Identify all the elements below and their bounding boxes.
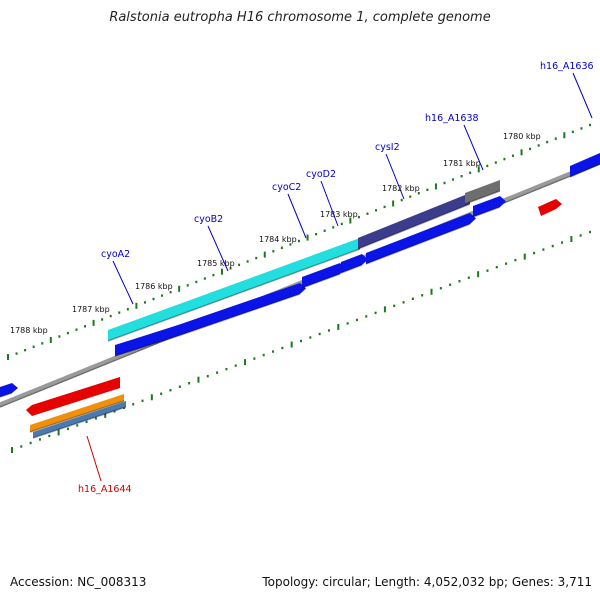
- cds-forward-2-shade: [177, 293, 301, 337]
- scale-label: 1782 kbp: [382, 184, 420, 193]
- label-leader: [287, 193, 307, 239]
- cds-forward-1-shade: [114, 335, 179, 357]
- cds-forward-7-shade: [569, 163, 600, 178]
- cds-forward-1: [115, 325, 184, 356]
- gene-label: cyoB2: [194, 214, 223, 225]
- scale-label: 1786 kbp: [135, 282, 173, 291]
- label-leader: [86, 435, 102, 482]
- band-steel: [33, 401, 126, 438]
- cds-forward-5: [366, 213, 476, 264]
- label-leader: [572, 72, 593, 119]
- scale-label: 1784 kbp: [259, 235, 297, 244]
- cds-forward-3: [302, 263, 346, 288]
- cds-forward-7: [570, 153, 600, 177]
- cds-forward-2: [178, 283, 306, 336]
- cds-highlight-purple-shade: [357, 203, 471, 250]
- label-leaders: [86, 72, 593, 482]
- band-steel-shade: [32, 406, 127, 439]
- label-leader: [207, 225, 229, 272]
- gene-label: h16_A1638: [425, 113, 479, 124]
- label-layer: 1788 kbp 1787 kbp 1786 kbp 1785 kbp 1784 kbp…: [10, 61, 594, 495]
- cds-highlight-gray: [465, 180, 500, 204]
- cds-highlight-purple: [358, 193, 470, 249]
- cds-forward-6-shade: [472, 206, 501, 218]
- cds-forward-8-shade: [0, 392, 13, 398]
- gene-label: cyoD2: [306, 169, 336, 180]
- label-leader: [385, 153, 405, 200]
- label-leader: [463, 124, 484, 171]
- scale-label: 1785 kbp: [197, 259, 235, 268]
- cds-forward-3-shade: [301, 273, 341, 289]
- inner-scale-ticks: [11, 230, 591, 453]
- band-orange-shade: [29, 400, 125, 433]
- scale-label: 1781 kbp: [443, 159, 481, 168]
- cds-highlight-gray-shade: [464, 190, 501, 205]
- scale-label: 1787 kbp: [72, 305, 110, 314]
- cds-reverse-2: [26, 377, 120, 416]
- gene-label: h16_A1644: [78, 484, 132, 495]
- feature-track: [0, 153, 600, 439]
- gene-label: cysI2: [375, 142, 400, 153]
- cds-forward-4-shade: [340, 264, 363, 274]
- gene-label: cyoC2: [272, 182, 301, 193]
- map-title: Ralstonia eutropha H16 chromosome 1, com…: [109, 10, 491, 25]
- label-leader: [320, 180, 339, 227]
- label-leader: [112, 260, 134, 305]
- cds-highlight-cyan: [108, 238, 360, 341]
- cds-reverse-1: [538, 199, 562, 216]
- cds-forward-8: [0, 383, 18, 397]
- scale-label: 1780 kbp: [503, 132, 541, 141]
- gene-label: h16_A1636: [540, 61, 594, 72]
- scale-label: 1788 kbp: [10, 326, 48, 335]
- genome-stats-text: Topology: circular; Length: 4,052,032 bp…: [262, 575, 592, 589]
- cds-forward-5-shade: [365, 223, 471, 265]
- cds-highlight-cyan-shade: [107, 248, 361, 342]
- gene-label: cyoA2: [101, 249, 130, 260]
- cds-forward-4: [341, 254, 368, 273]
- band-orange: [30, 394, 124, 432]
- accession-text: Accession: NC_008313: [10, 575, 147, 589]
- cds-forward-6: [473, 196, 506, 217]
- scale-label: 1783 kbp: [320, 210, 358, 219]
- outer-scale-ticks: [7, 123, 591, 360]
